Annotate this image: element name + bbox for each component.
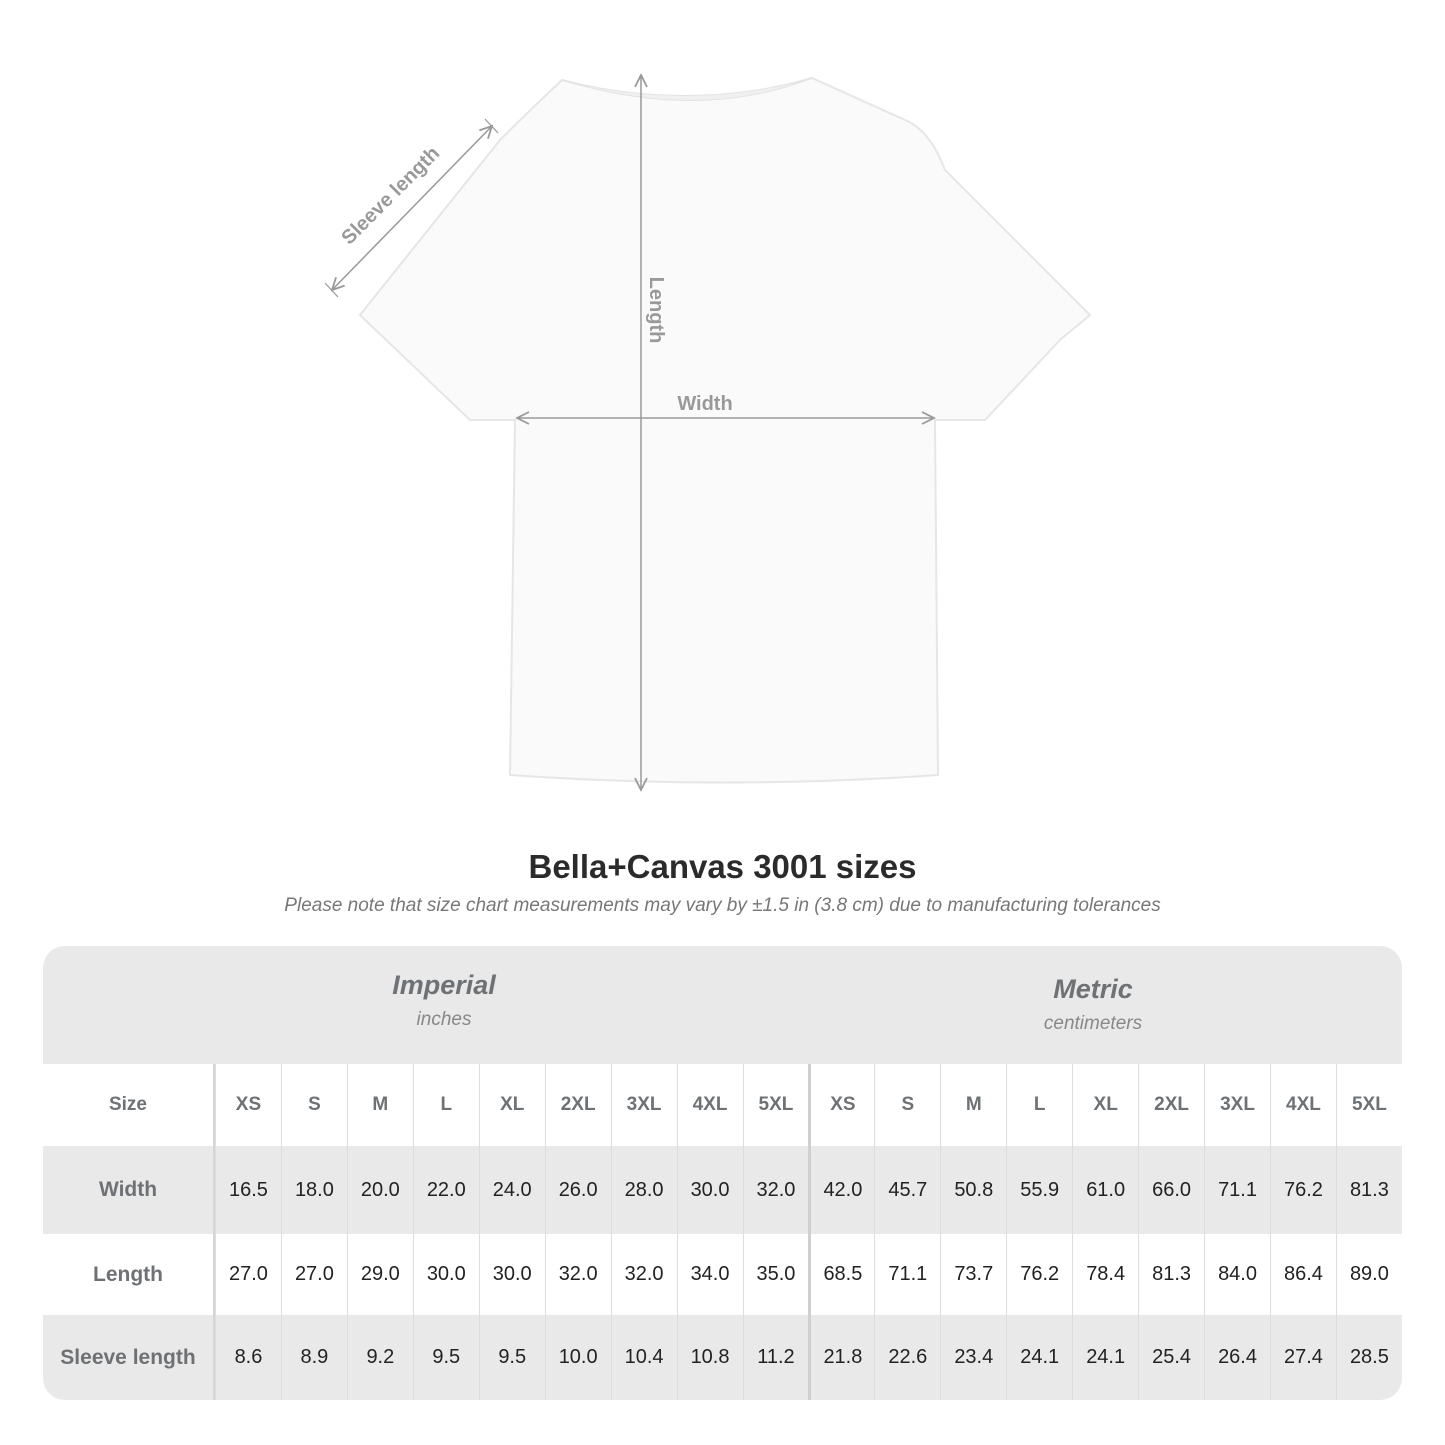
size-header-cell: 3XL <box>610 1064 677 1146</box>
metric-value-cell: 50.8 <box>940 1146 1006 1234</box>
row-label: Width <box>43 1146 215 1234</box>
row-label: Length <box>43 1234 215 1315</box>
imperial-value-cell: 18.0 <box>280 1146 347 1234</box>
metric-unit: centimeters <box>1043 1013 1143 1034</box>
imperial-value-cell: 34.0 <box>676 1234 743 1315</box>
size-header-cell: XL <box>1072 1064 1138 1146</box>
size-header-cell: L <box>1006 1064 1072 1146</box>
imperial-value-cell: 9.5 <box>478 1315 545 1400</box>
imperial-value-cell: 11.2 <box>742 1315 809 1400</box>
size-header-cell: 5XL <box>742 1064 809 1146</box>
metric-value-cell: 24.1 <box>1072 1315 1138 1400</box>
imperial-value-cell: 32.0 <box>610 1234 677 1315</box>
size-header-cell: L <box>412 1064 479 1146</box>
imperial-value-cell: 20.0 <box>346 1146 413 1234</box>
imperial-title: Imperial <box>392 970 496 1000</box>
imperial-value-cell: 32.0 <box>544 1234 611 1315</box>
size-header-cell: S <box>874 1064 940 1146</box>
metric-value-cell: 81.3 <box>1335 1146 1402 1234</box>
imperial-value-cell: 8.6 <box>215 1315 281 1400</box>
tshirt-shape <box>358 76 1092 784</box>
size-header-cell: M <box>940 1064 1006 1146</box>
imperial-header: Imperial inches <box>217 970 671 1031</box>
metric-value-cell: 26.4 <box>1204 1315 1270 1400</box>
metric-value-cell: 76.2 <box>1270 1146 1336 1234</box>
imperial-value-cell: 22.0 <box>412 1146 479 1234</box>
imperial-value-cell: 32.0 <box>742 1146 809 1234</box>
metric-value-cell: 89.0 <box>1335 1234 1402 1315</box>
imperial-value-cell: 8.9 <box>280 1315 347 1400</box>
metric-value-cell: 42.0 <box>808 1146 874 1234</box>
metric-value-cell: 22.6 <box>874 1315 940 1400</box>
metric-value-cell: 86.4 <box>1270 1234 1336 1315</box>
size-header-cell: 2XL <box>544 1064 611 1146</box>
imperial-value-cell: 30.0 <box>412 1234 479 1315</box>
page-title: Bella+Canvas 3001 sizes <box>528 848 917 885</box>
imperial-value-cell: 10.0 <box>544 1315 611 1400</box>
metric-value-cell: 71.1 <box>874 1234 940 1315</box>
size-table: Imperial inches Metric centimeters Size X… <box>43 946 1402 1400</box>
size-header-cell: 2XL <box>1138 1064 1204 1146</box>
metric-value-cell: 71.1 <box>1204 1146 1270 1234</box>
row-label: Sleeve length <box>43 1315 215 1400</box>
imperial-value-cell: 29.0 <box>346 1234 413 1315</box>
sleeve-arrow <box>332 126 492 290</box>
metric-value-cell: 24.1 <box>1006 1315 1072 1400</box>
metric-value-cell: 76.2 <box>1006 1234 1072 1315</box>
imperial-value-cell: 24.0 <box>478 1146 545 1234</box>
imperial-value-cell: 27.0 <box>215 1234 281 1315</box>
size-header-cell: XS <box>808 1064 874 1146</box>
imperial-value-cell: 16.5 <box>215 1146 281 1234</box>
length-label: Length <box>645 277 667 344</box>
metric-value-cell: 23.4 <box>940 1315 1006 1400</box>
size-header-cell: 4XL <box>1270 1064 1336 1146</box>
metric-title: Metric <box>1053 974 1133 1004</box>
imperial-value-cell: 10.4 <box>610 1315 677 1400</box>
width-label: Width <box>677 393 732 415</box>
metric-value-cell: 78.4 <box>1072 1234 1138 1315</box>
size-header-cell: 3XL <box>1204 1064 1270 1146</box>
imperial-value-cell: 35.0 <box>742 1234 809 1315</box>
imperial-value-cell: 30.0 <box>676 1146 743 1234</box>
metric-value-cell: 61.0 <box>1072 1146 1138 1234</box>
metric-value-cell: 68.5 <box>808 1234 874 1315</box>
size-header-cell: S <box>280 1064 347 1146</box>
imperial-value-cell: 27.0 <box>280 1234 347 1315</box>
metric-header: Metric centimeters <box>809 974 1377 1035</box>
metric-value-cell: 55.9 <box>1006 1146 1072 1234</box>
imperial-unit: inches <box>416 1009 472 1030</box>
imperial-value-cell: 9.5 <box>412 1315 479 1400</box>
metric-value-cell: 28.5 <box>1335 1315 1402 1400</box>
metric-value-cell: 27.4 <box>1270 1315 1336 1400</box>
imperial-value-cell: 26.0 <box>544 1146 611 1234</box>
tolerance-note: Please note that size chart measurements… <box>284 895 1161 916</box>
imperial-value-cell: 28.0 <box>610 1146 677 1234</box>
metric-value-cell: 84.0 <box>1204 1234 1270 1315</box>
imperial-value-cell: 10.8 <box>676 1315 743 1400</box>
table-row: Sleeve length 8.6 8.9 9.2 9.5 9.5 10.0 10.4 10.8… <box>43 1315 1402 1400</box>
size-header-cell: 5XL <box>1335 1064 1402 1146</box>
imperial-value-cell: 9.2 <box>346 1315 413 1400</box>
size-header-cell: XS <box>215 1064 281 1146</box>
size-header-cell: 4XL <box>676 1064 743 1146</box>
metric-value-cell: 25.4 <box>1138 1315 1204 1400</box>
metric-value-cell: 73.7 <box>940 1234 1006 1315</box>
tshirt-diagram: Sleeve length Length Width <box>324 0 1092 820</box>
metric-value-cell: 66.0 <box>1138 1146 1204 1234</box>
metric-value-cell: 21.8 <box>808 1315 874 1400</box>
table-row: Width 16.5 18.0 20.0 22.0 24.0 26.0 28.0 30.0 32.… <box>43 1146 1402 1234</box>
row-label: Size <box>43 1064 215 1146</box>
table-row: Length 27.0 27.0 29.0 30.0 30.0 32.0 32.0 34.0 35… <box>43 1234 1402 1315</box>
size-header-row: Size XS S M L XL 2XL 3XL 4XL 5XL XS S M L XL 2XL 3XL 4XL 5… <box>43 1064 1402 1146</box>
metric-value-cell: 81.3 <box>1138 1234 1204 1315</box>
size-header-cell: M <box>346 1064 413 1146</box>
size-header-cell: XL <box>478 1064 545 1146</box>
imperial-value-cell: 30.0 <box>478 1234 545 1315</box>
metric-value-cell: 45.7 <box>874 1146 940 1234</box>
